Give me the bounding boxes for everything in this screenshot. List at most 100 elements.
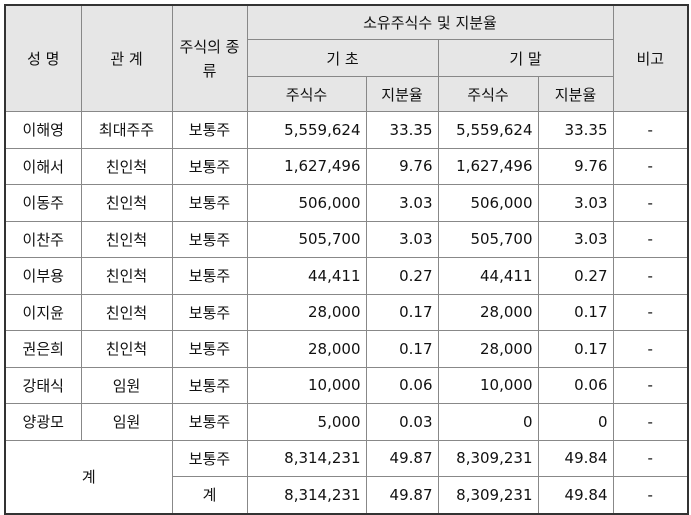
cell-end-ratio: 0.17 (537, 330, 614, 368)
cell-begin-shares: 10,000 (246, 366, 367, 404)
cell-end-shares: 0 (437, 403, 539, 441)
cell-type: 보통주 (171, 366, 248, 404)
cell-note: - (612, 257, 689, 295)
table-row: 이찬주 친인척 보통주 505,700 3.03 505,700 3.03- (4, 220, 689, 258)
total-cell-end-ratio: 49.84 (537, 439, 614, 477)
cell-begin-ratio: 33.35 (365, 111, 439, 149)
header-end-shares: 주식수 (437, 76, 539, 112)
total-cell-end-shares: 8,309,231 (437, 476, 539, 514)
cell-begin-shares: 5,559,624 (246, 111, 367, 149)
cell-note: - (612, 293, 689, 331)
cell-relation: 친인척 (80, 147, 173, 185)
cell-relation: 최대주주 (80, 111, 173, 149)
total-cell-type: 보통주 (171, 439, 248, 477)
cell-begin-ratio: 0.17 (365, 293, 439, 331)
cell-begin-ratio: 0.17 (365, 330, 439, 368)
cell-type: 보통주 (171, 111, 248, 149)
cell-relation: 임원 (80, 366, 173, 404)
cell-name: 이지윤 (4, 293, 82, 331)
total-cell-end-shares: 8,309,231 (437, 439, 539, 477)
cell-end-ratio: 9.76 (537, 147, 614, 185)
cell-note: - (612, 330, 689, 368)
cell-name: 이찬주 (4, 220, 82, 258)
total-row: 계 보통주 8,314,231 49.87 8,309,231 49.84- (4, 439, 689, 514)
header-relation: 관 계 (80, 4, 173, 112)
total-cell-begin-ratio: 49.87 (365, 439, 439, 477)
cell-end-ratio: 0.17 (537, 293, 614, 331)
total-label: 계 (4, 439, 173, 514)
total-row: 계 8,314,231 49.87 8,309,231 49.84- (5, 476, 689, 514)
cell-name: 양광모 (4, 403, 82, 441)
cell-name: 이해서 (4, 147, 82, 185)
cell-end-ratio: 3.03 (537, 184, 614, 222)
cell-end-ratio: 33.35 (537, 111, 614, 149)
cell-relation: 친인척 (80, 220, 173, 258)
cell-end-ratio: 0 (537, 403, 614, 441)
cell-end-shares: 506,000 (437, 184, 539, 222)
cell-note: - (612, 147, 689, 185)
total-cell-note: - (612, 439, 689, 477)
cell-end-shares: 505,700 (437, 220, 539, 258)
cell-type: 보통주 (171, 330, 248, 368)
cell-type: 보통주 (171, 257, 248, 295)
cell-name: 이부용 (4, 257, 82, 295)
cell-end-shares: 28,000 (437, 330, 539, 368)
total-cell-type: 계 (171, 476, 248, 514)
cell-note: - (612, 111, 689, 149)
cell-relation: 친인척 (80, 293, 173, 331)
total-cell-end-ratio: 49.84 (537, 476, 614, 514)
cell-type: 보통주 (171, 147, 248, 185)
cell-name: 강태식 (4, 366, 82, 404)
table-row: 이해영 최대주주 보통주 5,559,624 33.35 5,559,624 33.35- (4, 111, 689, 149)
header-begin: 기 초 (246, 39, 439, 77)
cell-end-shares: 10,000 (437, 366, 539, 404)
cell-end-shares: 44,411 (437, 257, 539, 295)
header-begin-shares: 주식수 (246, 76, 367, 112)
cell-note: - (612, 184, 689, 222)
table-row: 강태식 임원 보통주 10,000 0.06 10,000 0.06- (4, 366, 689, 404)
cell-relation: 친인척 (80, 330, 173, 368)
table-row: 이해서 친인척 보통주 1,627,496 9.76 1,627,496 9.76- (4, 147, 689, 185)
header-end-ratio: 지분율 (537, 76, 614, 112)
cell-type: 보통주 (171, 293, 248, 331)
cell-begin-shares: 5,000 (246, 403, 367, 441)
cell-begin-shares: 1,627,496 (246, 147, 367, 185)
table-row: 이부용 친인척 보통주 44,411 0.27 44,411 0.27- (4, 257, 689, 295)
cell-begin-ratio: 0.06 (365, 366, 439, 404)
cell-name: 이동주 (4, 184, 82, 222)
header-name: 성 명 (4, 4, 82, 112)
shareholder-table: 성 명 관 계 주식의 종류 소유주식수 및 지분율 비고 기 초 기 말 주식… (4, 4, 689, 515)
cell-begin-ratio: 0.27 (365, 257, 439, 295)
cell-note: - (612, 403, 689, 441)
cell-end-shares: 5,559,624 (437, 111, 539, 149)
cell-name: 권은희 (4, 330, 82, 368)
cell-note: - (612, 366, 689, 404)
cell-begin-shares: 28,000 (246, 293, 367, 331)
table-row: 양광모 임원 보통주 5,000 0.03 0 0- (4, 403, 689, 441)
cell-begin-ratio: 3.03 (365, 184, 439, 222)
cell-begin-ratio: 3.03 (365, 220, 439, 258)
cell-begin-shares: 505,700 (246, 220, 367, 258)
cell-end-shares: 1,627,496 (437, 147, 539, 185)
cell-type: 보통주 (171, 184, 248, 222)
cell-end-ratio: 3.03 (537, 220, 614, 258)
header-begin-ratio: 지분율 (365, 76, 439, 112)
cell-end-ratio: 0.06 (537, 366, 614, 404)
cell-begin-ratio: 0.03 (365, 403, 439, 441)
cell-relation: 친인척 (80, 184, 173, 222)
cell-begin-shares: 44,411 (246, 257, 367, 295)
header-stock-type: 주식의 종류 (171, 4, 248, 112)
cell-begin-ratio: 9.76 (365, 147, 439, 185)
total-cell-begin-ratio: 49.87 (365, 476, 439, 514)
total-cell-begin-shares: 8,314,231 (246, 439, 367, 477)
table-row: 이지윤 친인척 보통주 28,000 0.17 28,000 0.17- (4, 293, 689, 331)
cell-end-ratio: 0.27 (537, 257, 614, 295)
cell-begin-shares: 506,000 (246, 184, 367, 222)
header-note: 비고 (612, 4, 689, 112)
cell-type: 보통주 (171, 220, 248, 258)
cell-relation: 임원 (80, 403, 173, 441)
table-row: 이동주 친인척 보통주 506,000 3.03 506,000 3.03- (4, 184, 689, 222)
total-cell-begin-shares: 8,314,231 (246, 476, 367, 514)
cell-end-shares: 28,000 (437, 293, 539, 331)
cell-begin-shares: 28,000 (246, 330, 367, 368)
